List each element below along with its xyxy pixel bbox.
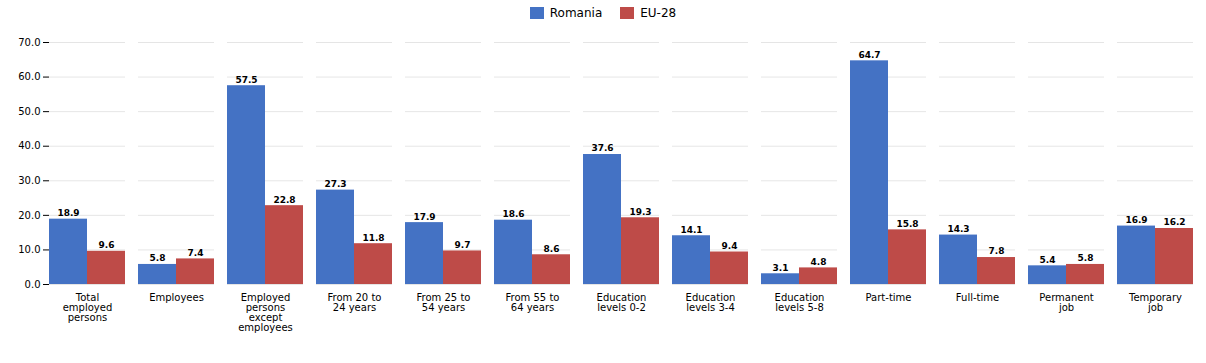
svg-text:30.0: 30.0 [18,175,40,186]
svg-text:5.8: 5.8 [150,253,166,263]
svg-text:Temporaryjob: Temporaryjob [1128,292,1182,313]
svg-text:11.8: 11.8 [362,233,384,243]
svg-text:From 20 to24 years: From 20 to24 years [328,292,382,313]
svg-text:Educationlevels 0-2: Educationlevels 0-2 [597,292,647,313]
svg-text:22.8: 22.8 [273,195,295,205]
svg-text:20.0: 20.0 [18,210,40,221]
svg-text:10.0: 10.0 [18,244,40,255]
svg-text:16.2: 16.2 [1163,217,1185,227]
svg-text:18.9: 18.9 [57,208,79,218]
svg-text:5.4: 5.4 [1040,255,1056,265]
svg-text:From 55 to64 years: From 55 to64 years [506,292,560,313]
svg-text:7.8: 7.8 [989,246,1005,256]
svg-text:19.3: 19.3 [629,207,651,217]
svg-text:18.6: 18.6 [502,209,524,219]
svg-text:Employedpersonsexceptemployees: Employedpersonsexceptemployees [238,292,293,333]
svg-text:57.5: 57.5 [235,75,257,85]
html-text:EU-28: EU-28 [640,6,677,20]
svg-text:Educationlevels 5-8: Educationlevels 5-8 [775,292,825,313]
svg-text:27.3: 27.3 [324,179,346,189]
svg-text:5.8: 5.8 [1078,253,1094,263]
svg-text:8.6: 8.6 [544,244,560,254]
svg-text:14.3: 14.3 [947,224,969,234]
svg-text:Educationlevels 3-4: Educationlevels 3-4 [686,292,736,313]
svg-text:9.4: 9.4 [722,241,738,251]
svg-text:64.7: 64.7 [858,50,880,60]
svg-text:Employees: Employees [149,292,204,303]
svg-text:7.4: 7.4 [188,248,204,258]
svg-text:9.6: 9.6 [99,240,115,250]
svg-text:50.0: 50.0 [18,106,40,117]
svg-text:Totalemployedpersons: Totalemployedpersons [63,292,113,323]
svg-text:70.0: 70.0 [18,37,40,48]
svg-text:Permanentjob: Permanentjob [1039,292,1093,313]
svg-text:16.9: 16.9 [1125,215,1147,225]
svg-text:From 25 to54 years: From 25 to54 years [417,292,471,313]
svg-text:9.7: 9.7 [455,240,471,250]
svg-text:4.8: 4.8 [811,257,827,267]
html-text:Romania: Romania [549,6,603,20]
svg-text:40.0: 40.0 [18,140,40,151]
svg-text:Part-time: Part-time [866,292,912,303]
svg-text:15.8: 15.8 [896,219,918,229]
svg-text:14.1: 14.1 [680,225,702,235]
svg-text:3.1: 3.1 [773,263,789,273]
svg-text:17.9: 17.9 [413,211,435,221]
svg-text:0.0: 0.0 [25,279,41,290]
svg-text:Full-time: Full-time [956,292,999,303]
svg-text:60.0: 60.0 [18,71,40,82]
svg-text:37.6: 37.6 [591,143,613,153]
